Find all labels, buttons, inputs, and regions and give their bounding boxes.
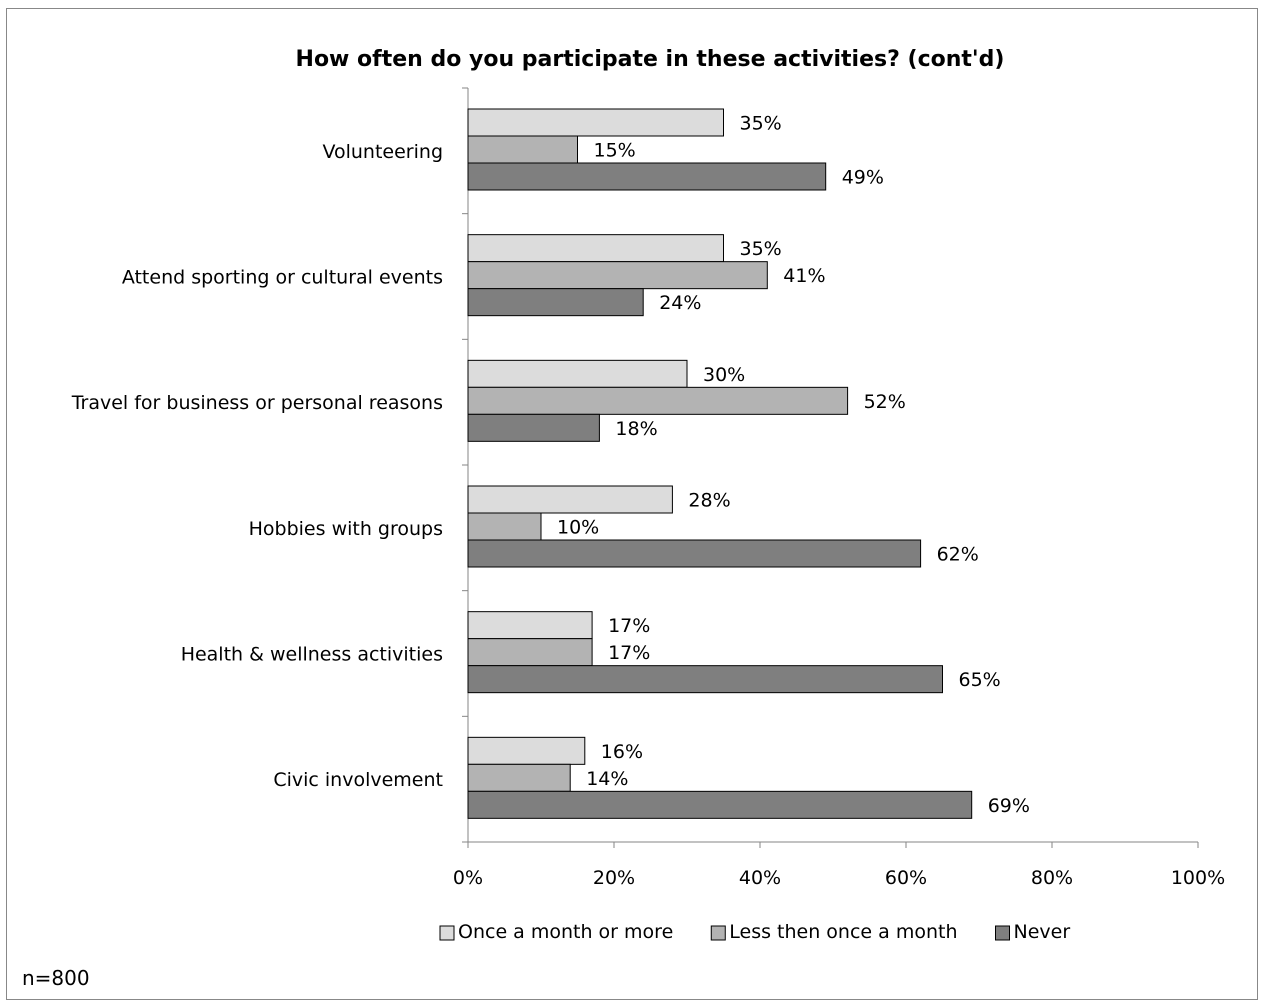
legend-swatch [439,925,455,941]
category-label: Attend sporting or cultural events [122,267,443,289]
legend: Once a month or more Less then once a mon… [439,921,1071,943]
data-label: 24% [659,292,701,314]
bar [467,763,571,792]
legend-swatch [710,925,726,941]
bar [467,135,578,164]
category-label: Volunteering [322,141,443,163]
legend-swatch [995,925,1010,941]
bar [467,261,768,290]
bar [467,234,724,263]
data-label: 18% [615,418,657,440]
bar [467,413,600,442]
category-label: Hobbies with groups [249,518,443,540]
bar [467,638,593,667]
x-tick-label: 60% [885,867,927,889]
bar [467,359,688,388]
plot-area: 0% 20% 40% 60% 80% 100% Volunteering 35% 15% 49% A… [71,87,1225,889]
sample-size-note: n=800 [22,966,90,990]
data-label: 52% [864,391,906,413]
chart-frame [6,8,1258,1000]
bar [467,539,922,568]
bar [467,736,586,765]
category-label: Health & wellness activities [181,644,443,666]
bar [467,108,724,137]
x-tick-label: 20% [593,867,635,889]
data-label: 16% [601,741,643,763]
x-tick-label: 40% [739,867,781,889]
data-label: 28% [688,490,730,512]
legend-label: Never [1014,921,1071,943]
data-label: 49% [842,167,884,189]
data-label: 17% [608,642,650,664]
bar [467,485,673,514]
data-label: 35% [740,113,782,135]
bar [467,386,849,415]
legend-item: Never [995,921,1071,943]
chart-title: How often do you participate in these ac… [296,47,1005,72]
x-tick-label: 80% [1031,867,1073,889]
x-tick-label: 0% [453,867,483,889]
data-label: 65% [959,669,1001,691]
data-label: 15% [594,140,636,162]
bar [467,790,973,819]
data-label: 17% [608,615,650,637]
category-label: Civic involvement [273,769,443,791]
legend-label: Once a month or more [458,921,673,943]
bar [467,162,827,191]
data-label: 62% [937,544,979,566]
legend-item: Once a month or more [439,921,673,943]
bar [467,611,593,640]
data-label: 69% [988,795,1030,817]
data-label: 10% [557,517,599,539]
category-label: Travel for business or personal reasons [71,392,443,414]
bar [467,512,542,541]
legend-item: Less then once a month [710,921,958,943]
bar [467,665,943,694]
data-label: 14% [586,768,628,790]
data-label: 41% [783,265,825,287]
legend-label: Less then once a month [729,921,957,943]
data-label: 35% [740,238,782,260]
bar [467,288,644,317]
data-label: 30% [703,364,745,386]
x-tick-label: 100% [1171,867,1225,889]
